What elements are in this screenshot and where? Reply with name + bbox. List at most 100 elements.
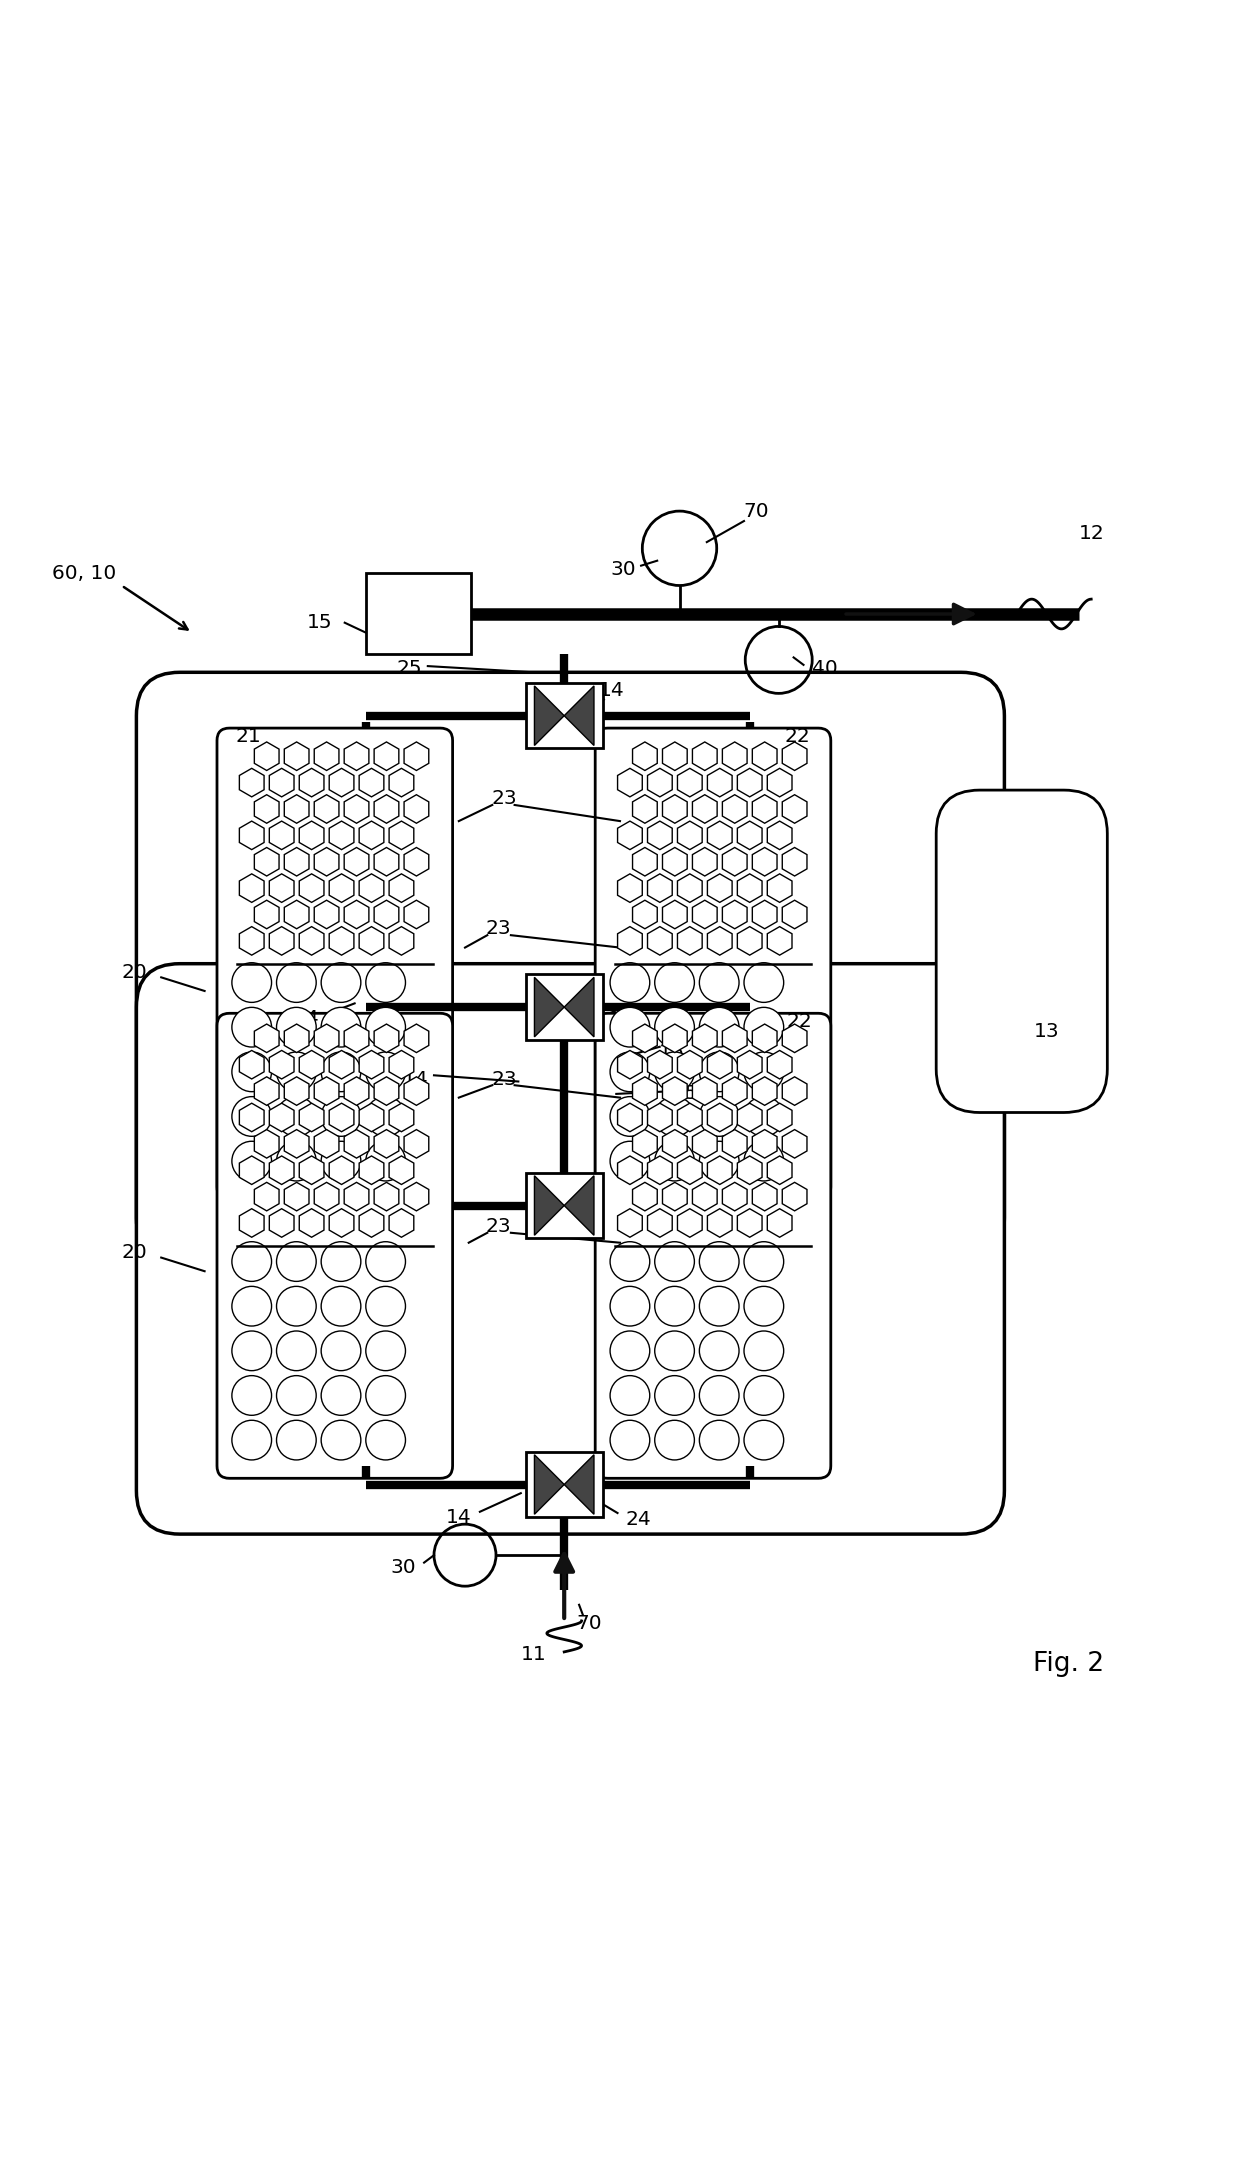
Circle shape	[321, 1376, 361, 1415]
Circle shape	[321, 1142, 361, 1181]
Text: 23: 23	[492, 1069, 517, 1088]
Circle shape	[655, 1142, 694, 1181]
Circle shape	[321, 1097, 361, 1136]
Circle shape	[744, 1287, 784, 1326]
Circle shape	[610, 1008, 650, 1047]
Circle shape	[366, 963, 405, 1001]
Text: 13: 13	[1034, 1023, 1059, 1040]
Text: 15: 15	[308, 612, 332, 632]
Circle shape	[232, 1008, 272, 1047]
Circle shape	[232, 1330, 272, 1371]
Circle shape	[366, 1142, 405, 1181]
Text: Fig. 2: Fig. 2	[1033, 1650, 1105, 1676]
Circle shape	[366, 1376, 405, 1415]
Text: 30: 30	[611, 560, 636, 580]
Circle shape	[232, 1142, 272, 1181]
Circle shape	[610, 1376, 650, 1415]
Circle shape	[321, 1242, 361, 1280]
Text: 22: 22	[787, 1012, 812, 1032]
Circle shape	[321, 1421, 361, 1460]
Circle shape	[699, 1421, 739, 1460]
Circle shape	[277, 1287, 316, 1326]
Circle shape	[232, 1242, 272, 1280]
Text: 70: 70	[744, 502, 769, 521]
Circle shape	[610, 1287, 650, 1326]
Circle shape	[655, 963, 694, 1001]
Text: 70: 70	[577, 1614, 601, 1633]
Circle shape	[655, 1242, 694, 1280]
Circle shape	[744, 1330, 784, 1371]
FancyBboxPatch shape	[217, 729, 453, 1198]
Polygon shape	[564, 686, 594, 746]
Circle shape	[321, 1330, 361, 1371]
Circle shape	[277, 963, 316, 1001]
Circle shape	[699, 1376, 739, 1415]
Circle shape	[232, 1376, 272, 1415]
Circle shape	[699, 1008, 739, 1047]
Circle shape	[655, 1287, 694, 1326]
Polygon shape	[534, 1177, 564, 1235]
Text: 14: 14	[446, 1508, 471, 1527]
Circle shape	[366, 1421, 405, 1460]
FancyBboxPatch shape	[136, 673, 1004, 1261]
FancyBboxPatch shape	[366, 573, 471, 653]
FancyBboxPatch shape	[595, 1012, 831, 1477]
Circle shape	[277, 1008, 316, 1047]
Text: 24: 24	[294, 1008, 319, 1027]
Text: 12: 12	[1079, 523, 1104, 543]
Circle shape	[655, 1421, 694, 1460]
Circle shape	[744, 1242, 784, 1280]
Circle shape	[744, 1421, 784, 1460]
Text: 30: 30	[391, 1557, 415, 1577]
FancyBboxPatch shape	[526, 684, 603, 748]
Circle shape	[277, 1376, 316, 1415]
Circle shape	[321, 1287, 361, 1326]
Polygon shape	[534, 686, 564, 746]
Circle shape	[699, 1287, 739, 1326]
Circle shape	[321, 1051, 361, 1092]
Circle shape	[744, 1051, 784, 1092]
Text: 25: 25	[397, 660, 422, 677]
Text: 20: 20	[122, 963, 146, 982]
Circle shape	[366, 1330, 405, 1371]
Circle shape	[610, 1421, 650, 1460]
Circle shape	[610, 1330, 650, 1371]
Polygon shape	[564, 1177, 594, 1235]
Text: 22: 22	[785, 727, 810, 746]
Circle shape	[366, 1008, 405, 1047]
Text: 16: 16	[660, 1043, 684, 1062]
Circle shape	[232, 1097, 272, 1136]
Text: 14: 14	[599, 681, 624, 701]
Circle shape	[366, 1097, 405, 1136]
Text: 23: 23	[486, 919, 511, 939]
Circle shape	[610, 1051, 650, 1092]
FancyBboxPatch shape	[217, 1012, 453, 1477]
Text: 11: 11	[521, 1644, 546, 1663]
Circle shape	[232, 963, 272, 1001]
FancyBboxPatch shape	[526, 973, 603, 1040]
Circle shape	[655, 1330, 694, 1371]
Text: 23: 23	[486, 1218, 511, 1235]
Circle shape	[699, 1242, 739, 1280]
Circle shape	[232, 1421, 272, 1460]
Circle shape	[277, 1142, 316, 1181]
Circle shape	[610, 1097, 650, 1136]
Circle shape	[232, 1051, 272, 1092]
Polygon shape	[534, 978, 564, 1036]
FancyBboxPatch shape	[595, 729, 831, 1198]
Circle shape	[744, 1142, 784, 1181]
Text: 25: 25	[673, 1084, 698, 1103]
Circle shape	[277, 1330, 316, 1371]
Text: 20: 20	[122, 1244, 146, 1263]
Circle shape	[366, 1287, 405, 1326]
Circle shape	[699, 1051, 739, 1092]
Circle shape	[366, 1242, 405, 1280]
Circle shape	[699, 1330, 739, 1371]
Circle shape	[277, 1097, 316, 1136]
Circle shape	[744, 1376, 784, 1415]
FancyBboxPatch shape	[136, 965, 1004, 1534]
Circle shape	[610, 963, 650, 1001]
Circle shape	[610, 1242, 650, 1280]
Polygon shape	[534, 1456, 564, 1514]
Circle shape	[744, 963, 784, 1001]
